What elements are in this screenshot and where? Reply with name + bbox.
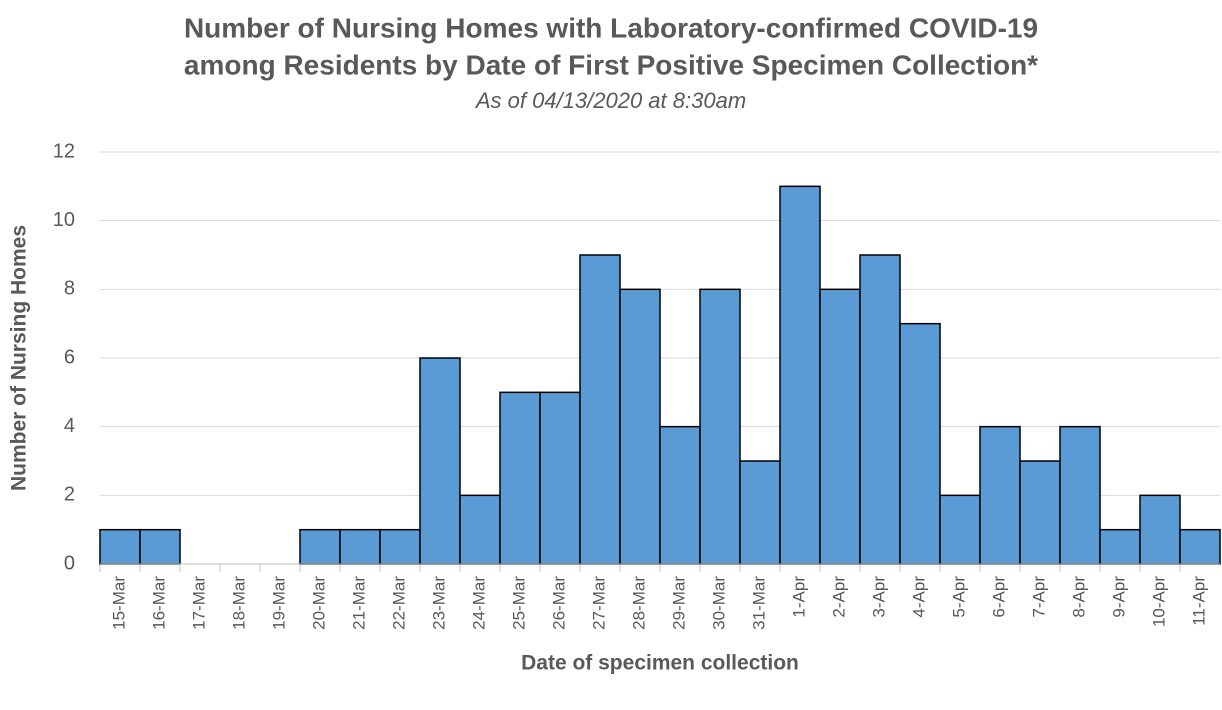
y-tick-label: 0: [64, 552, 75, 574]
x-tick-label: 1-Apr: [789, 576, 808, 618]
y-tick-label: 10: [53, 209, 75, 231]
bar: [1139, 494, 1181, 565]
bar: [139, 528, 181, 565]
x-tick-label: 20-Mar: [309, 576, 328, 630]
x-tick-label: 16-Mar: [149, 576, 168, 630]
bar: [1019, 460, 1061, 565]
x-tick-label: 10-Apr: [1149, 576, 1168, 627]
bar: [1179, 528, 1221, 565]
chart-title: Number of Nursing Homes with Laboratory-…: [184, 12, 1038, 43]
bar: [819, 288, 861, 565]
bar: [619, 288, 661, 565]
y-tick-label: 2: [64, 484, 75, 506]
bar: [1059, 425, 1101, 565]
x-tick-label: 30-Mar: [709, 576, 728, 630]
x-axis-label: Date of specimen collection: [521, 652, 799, 675]
x-tick-label: 29-Mar: [669, 576, 688, 630]
bar: [579, 254, 621, 565]
y-tick-label: 4: [64, 415, 75, 437]
y-tick-label: 12: [53, 140, 75, 162]
x-tick-label: 3-Apr: [869, 576, 888, 618]
bar: [299, 528, 341, 565]
bar: [99, 528, 141, 565]
x-tick-label: 9-Apr: [1109, 576, 1128, 618]
x-tick-label: 11-Apr: [1189, 576, 1208, 626]
bar: [379, 528, 421, 565]
x-tick-label: 22-Mar: [389, 576, 408, 630]
x-tick-label: 25-Mar: [509, 576, 528, 630]
bar: [699, 288, 741, 565]
chart-title: among Residents by Date of First Positiv…: [184, 49, 1038, 80]
bar: [499, 391, 541, 565]
x-tick-label: 21-Mar: [349, 576, 368, 630]
x-tick-label: 17-Mar: [189, 576, 208, 630]
bar: [539, 391, 581, 565]
bar: [859, 254, 901, 565]
x-tick-label: 4-Apr: [909, 576, 928, 618]
bar: [779, 185, 821, 565]
x-tick-label: 24-Mar: [469, 576, 488, 630]
bar: [1099, 528, 1141, 565]
y-axis-label: Number of Nursing Homes: [8, 225, 31, 491]
bar: [419, 357, 461, 565]
x-tick-label: 18-Mar: [229, 576, 248, 630]
y-tick-label: 6: [64, 346, 75, 368]
x-tick-label: 7-Apr: [1029, 576, 1048, 618]
x-tick-label: 28-Mar: [629, 576, 648, 630]
x-tick-label: 31-Mar: [749, 576, 768, 630]
bar: [899, 322, 941, 565]
bar: [339, 528, 381, 565]
x-tick-label: 6-Apr: [989, 576, 1008, 618]
chart-subtitle: As of 04/13/2020 at 8:30am: [474, 88, 746, 113]
bar: [739, 460, 781, 565]
y-tick-label: 8: [64, 278, 75, 300]
bar: [459, 494, 501, 565]
x-tick-label: 23-Mar: [429, 576, 448, 630]
x-tick-label: 26-Mar: [549, 576, 568, 630]
x-tick-label: 15-Mar: [109, 576, 128, 630]
bar: [939, 494, 981, 565]
x-tick-label: 2-Apr: [829, 576, 848, 618]
x-tick-label: 27-Mar: [589, 576, 608, 630]
x-tick-label: 8-Apr: [1069, 576, 1088, 618]
x-tick-label: 5-Apr: [949, 576, 968, 618]
x-tick-label: 19-Mar: [269, 576, 288, 630]
bar: [979, 425, 1021, 565]
bar: [659, 425, 701, 565]
